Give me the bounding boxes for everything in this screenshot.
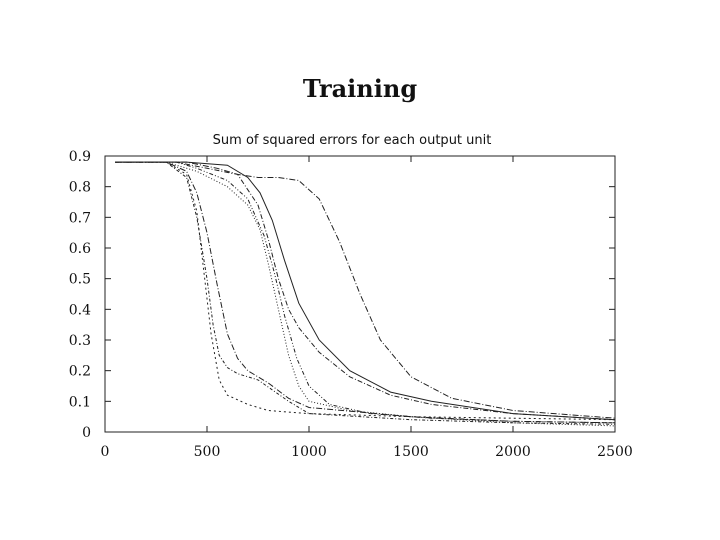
- y-tick-label: 0.8: [69, 180, 91, 196]
- series-line-8: [115, 161, 616, 419]
- x-tick-label: 0: [101, 444, 110, 460]
- axis-ticks: 0 500 1000 1500 2000 2500 0 0.1 0.2 0.3 0.4 0.5 0.6 0…: [69, 149, 633, 460]
- y-tick-label: 0.9: [69, 149, 91, 165]
- series-group: [115, 161, 616, 427]
- y-tick-label: 0.2: [69, 364, 91, 380]
- x-tick-label: 2000: [495, 444, 531, 460]
- y-tick-label: 0.4: [69, 302, 91, 318]
- y-tick-label: 0: [82, 425, 91, 441]
- series-line-5: [115, 161, 616, 424]
- series-line-7: [115, 161, 616, 421]
- y-tick-label: 0.5: [69, 272, 91, 288]
- y-tick-label: 0.1: [69, 394, 91, 410]
- series-line-4: [115, 161, 616, 427]
- y-tick-label: 0.7: [69, 210, 91, 226]
- series-line-1: [115, 161, 616, 421]
- series-line-3: [115, 161, 616, 424]
- x-tick-label: 500: [194, 444, 221, 460]
- chart-title: Sum of squared errors for each output un…: [213, 133, 492, 148]
- x-tick-label: 1500: [393, 444, 429, 460]
- plot-frame: [104, 155, 616, 433]
- y-tick-label: 0.3: [69, 333, 91, 349]
- series-line-6: [115, 161, 616, 421]
- x-tick-label: 1000: [291, 444, 327, 460]
- series-line-2: [115, 161, 616, 425]
- y-tick-label: 0.6: [69, 241, 91, 257]
- slide-title: Training: [302, 74, 418, 103]
- x-tick-label: 2500: [597, 444, 633, 460]
